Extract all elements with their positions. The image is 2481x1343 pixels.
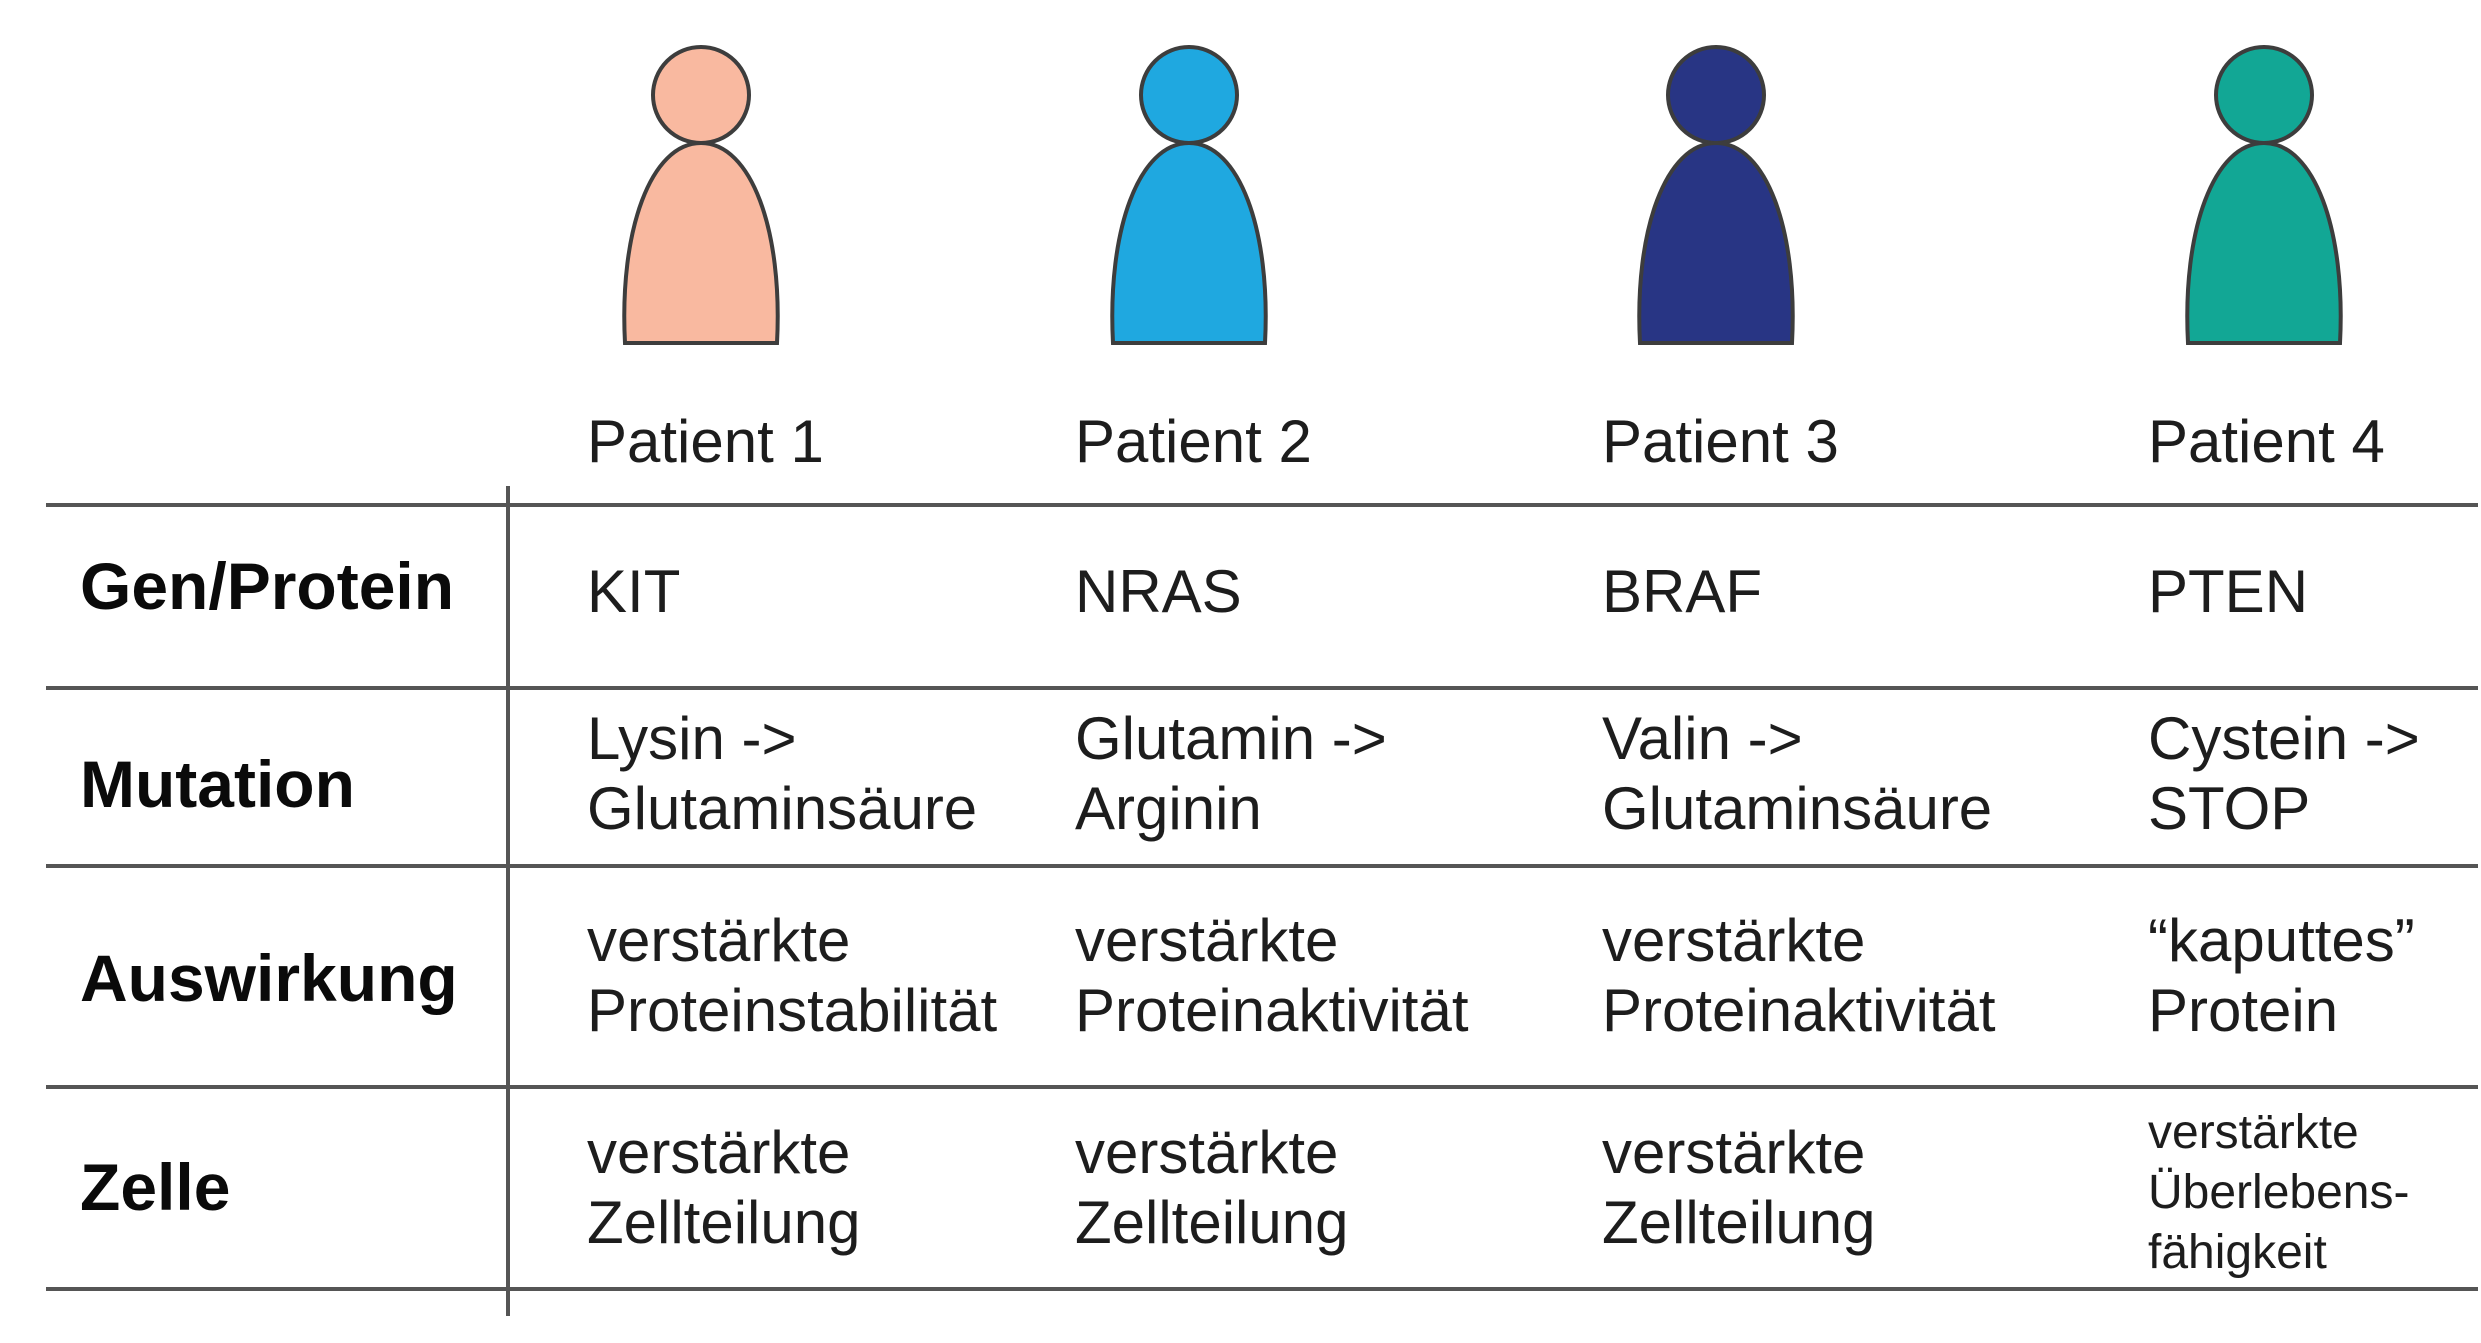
patient-label-3: Patient 3 <box>1602 408 1839 475</box>
cell-line: Zellteilung <box>1602 1189 1876 1256</box>
patient-body <box>1110 140 1268 345</box>
cell-line: Glutaminsäure <box>587 775 978 842</box>
patient-body <box>1637 140 1795 345</box>
table-vertical-divider <box>506 486 510 1316</box>
row-label-auswirkung: Auswirkung <box>80 941 458 1015</box>
patient-head <box>651 45 751 145</box>
table-cell: verstärkte Überlebens-fähigkeit <box>2148 1103 2409 1283</box>
cell-line: fähigkeit <box>2148 1226 2327 1279</box>
cell-line: NRAS <box>1075 558 1242 625</box>
table-row-divider <box>46 1287 2478 1291</box>
patient-figure-1 <box>622 45 780 345</box>
cell-line: Zellteilung <box>587 1189 861 1256</box>
cell-line: verstärkte <box>587 907 851 974</box>
patient-figure-4 <box>2185 45 2343 345</box>
cell-line: Überlebens- <box>2148 1166 2410 1219</box>
table-cell: verstärkte Proteinstabilität <box>587 906 997 1046</box>
cell-line: Lysin -> <box>587 705 797 772</box>
table-row-divider <box>46 686 2478 690</box>
table-cell: Cystein -> STOP <box>2148 704 2420 844</box>
cell-line: verstärkte <box>2148 1106 2359 1159</box>
cell-line: Protein <box>2148 977 2339 1044</box>
table-cell: verstärkte Zellteilung <box>1602 1118 1876 1258</box>
row-label-zelle: Zelle <box>80 1150 231 1224</box>
cell-line: Arginin <box>1075 775 1262 842</box>
table-cell: verstärkte Proteinaktivität <box>1602 906 1996 1046</box>
cell-line: KIT <box>587 558 681 625</box>
cell-line: Proteinstabilität <box>587 977 998 1044</box>
cell-line: verstärkte <box>1075 907 1339 974</box>
cell-line: Zellteilung <box>1075 1189 1349 1256</box>
cell-line: Valin -> <box>1602 705 1803 772</box>
table-row-divider <box>46 503 2478 507</box>
table-cell: verstärkte Zellteilung <box>587 1118 861 1258</box>
cell-line: Proteinaktivität <box>1602 977 1996 1044</box>
row-label-mutation: Mutation <box>80 747 355 821</box>
table-cell: PTEN <box>2148 557 2308 627</box>
cell-line: Glutaminsäure <box>1602 775 1993 842</box>
cell-line: Cystein -> <box>2148 705 2420 772</box>
table-cell: verstärkte Zellteilung <box>1075 1118 1349 1258</box>
cell-line: verstärkte <box>1602 1119 1866 1186</box>
cell-line: “kaputtes” <box>2148 907 2415 974</box>
patient-figure-3 <box>1637 45 1795 345</box>
table-cell: Valin -> Glutaminsäure <box>1602 704 1992 844</box>
patient-body <box>2185 140 2343 345</box>
table-cell: verstärkte Proteinaktivität <box>1075 906 1469 1046</box>
patient-label-4: Patient 4 <box>2148 408 2385 475</box>
patient-head <box>1666 45 1766 145</box>
cell-line: PTEN <box>2148 558 2309 625</box>
patient-head <box>2214 45 2314 145</box>
table-cell: Lysin -> Glutaminsäure <box>587 704 977 844</box>
table-cell: KIT <box>587 557 680 627</box>
table-row-divider <box>46 1085 2478 1089</box>
patient-label-1: Patient 1 <box>587 408 824 475</box>
patient-head <box>1139 45 1239 145</box>
cell-line: verstärkte <box>1602 907 1866 974</box>
table-cell: Glutamin -> Arginin <box>1075 704 1387 844</box>
cell-line: verstärkte <box>1075 1119 1339 1186</box>
patient-label-2: Patient 2 <box>1075 408 1312 475</box>
table-cell: “kaputtes” Protein <box>2148 906 2415 1046</box>
cell-line: Proteinaktivität <box>1075 977 1469 1044</box>
patient-body <box>622 140 780 345</box>
table-row-divider <box>46 864 2478 868</box>
cell-line: STOP <box>2148 775 2311 842</box>
cell-line: verstärkte <box>587 1119 851 1186</box>
cell-line: BRAF <box>1602 558 1763 625</box>
table-cell: BRAF <box>1602 557 1762 627</box>
patient-figure-2 <box>1110 45 1268 345</box>
row-label-gen-protein: Gen/Protein <box>80 549 455 623</box>
table-cell: NRAS <box>1075 557 1242 627</box>
cell-line: Glutamin -> <box>1075 705 1387 772</box>
